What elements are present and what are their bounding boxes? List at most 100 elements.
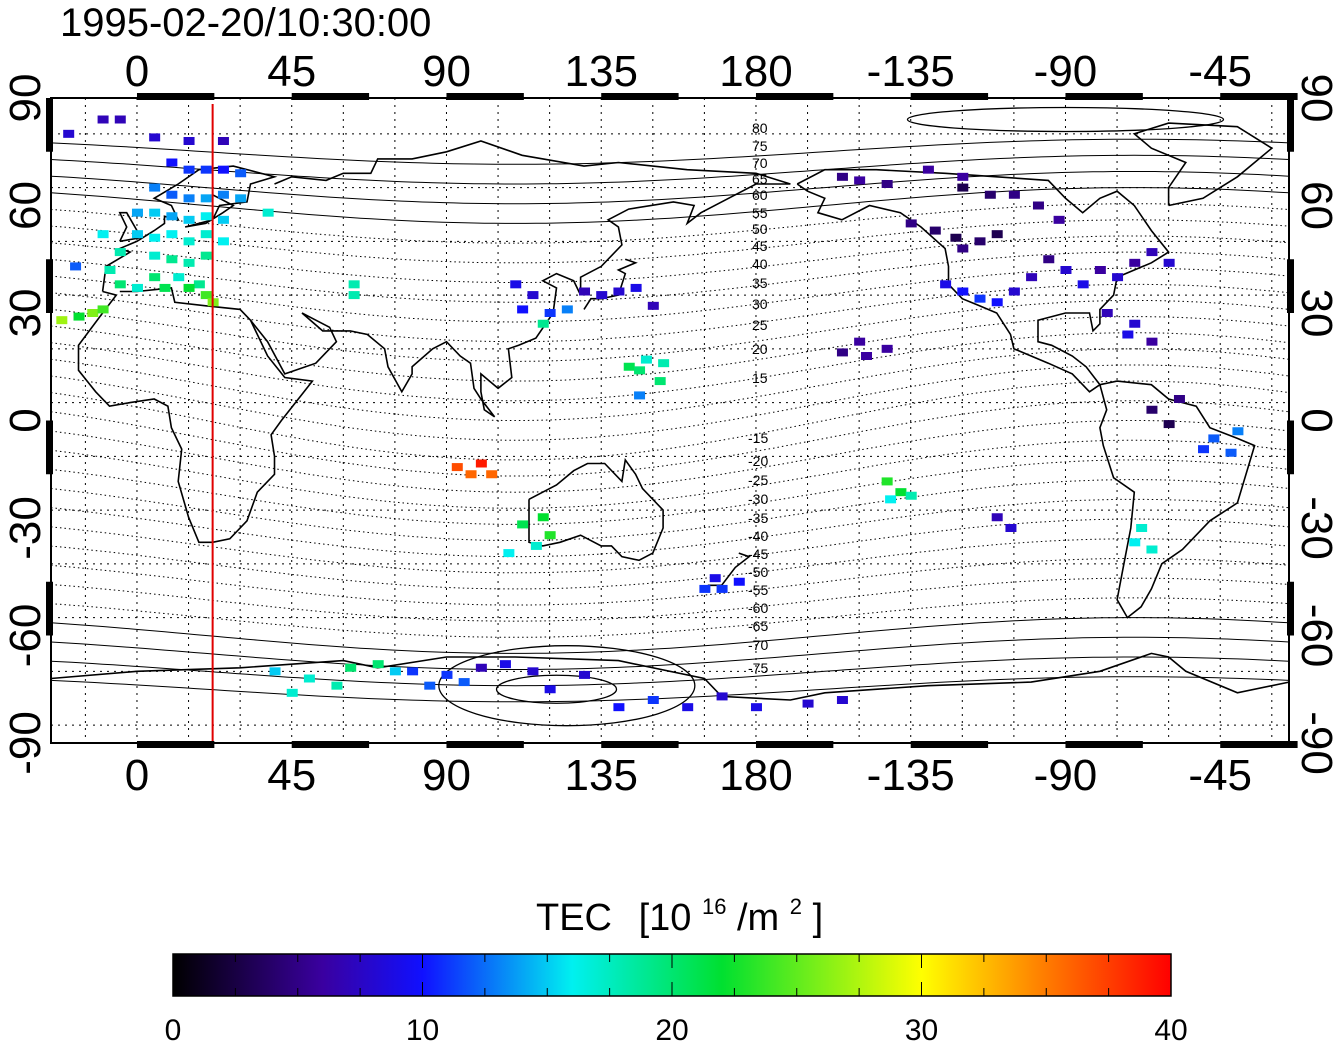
tec-point xyxy=(1163,420,1175,429)
top-tick-bar xyxy=(291,93,370,100)
tec-point xyxy=(303,674,315,683)
tec-point xyxy=(200,230,212,239)
colorbar-ticks: 0 10 20 30 40 xyxy=(165,954,1188,1047)
tec-point xyxy=(1008,287,1020,296)
tec-point xyxy=(1032,201,1044,210)
coastline xyxy=(528,457,664,562)
tec-point xyxy=(149,233,161,242)
tec-point xyxy=(596,291,608,300)
left-lat-tick-label: -30 xyxy=(1,496,50,560)
tec-point xyxy=(974,294,986,303)
tec-point xyxy=(957,287,969,296)
tec-point xyxy=(1225,448,1237,457)
tec-point xyxy=(217,137,229,145)
contour-label-south: -70 xyxy=(748,637,768,653)
south-pole-oval-outer xyxy=(438,645,696,727)
tec-point xyxy=(262,208,274,217)
contour-label-south: -35 xyxy=(748,510,768,526)
bottom-tick-bar xyxy=(755,741,834,748)
tec-point xyxy=(527,667,539,676)
contour-label-south: -40 xyxy=(748,528,768,544)
tec-point xyxy=(407,667,419,676)
tec-point xyxy=(475,459,487,468)
left-lat-tick-label: -60 xyxy=(1,604,50,668)
contour-label-north: 20 xyxy=(752,341,768,357)
tec-point xyxy=(131,208,143,217)
tec-point xyxy=(104,266,116,274)
tec-point xyxy=(217,237,229,246)
magnetic-contour-line xyxy=(50,187,1290,224)
tec-point xyxy=(716,692,728,701)
top-tick-bar xyxy=(755,93,834,100)
tec-point xyxy=(579,670,591,679)
tec-point xyxy=(802,699,814,708)
coastline xyxy=(77,287,314,544)
tec-point xyxy=(1122,330,1134,339)
bottom-tick-bar xyxy=(1065,741,1143,748)
tec-point xyxy=(861,352,873,360)
tec-point xyxy=(922,165,934,174)
tec-point xyxy=(183,215,195,224)
timestamp-title: 1995-02-20/10:30:00 xyxy=(60,1,431,45)
bottom-lon-tick-label: 180 xyxy=(719,751,792,800)
contour-label-south: -50 xyxy=(748,564,768,580)
tec-point xyxy=(940,280,952,289)
colorbar-title: TEC [10 16 /m 2 ] xyxy=(536,881,823,939)
tec-point xyxy=(517,520,529,529)
tec-point xyxy=(331,681,343,690)
tec-point xyxy=(73,312,85,321)
tec-point xyxy=(510,280,522,289)
tec-point xyxy=(200,194,212,203)
tec-point xyxy=(630,283,642,292)
magnetic-contour-line xyxy=(50,267,1290,323)
tec-point xyxy=(654,377,666,386)
left-tick-bar xyxy=(46,581,53,636)
right-tick-bar xyxy=(1287,581,1294,636)
tec-point xyxy=(1026,273,1038,282)
top-tick-bar xyxy=(1065,93,1143,100)
tec-point xyxy=(733,577,745,586)
magnetic-contour-line xyxy=(50,597,1290,638)
top-tick-bar xyxy=(601,93,679,100)
tec-point xyxy=(991,230,1003,239)
tec-point xyxy=(836,172,848,181)
tec-point xyxy=(269,667,281,676)
magnetic-contour-line xyxy=(50,558,1290,606)
contour-label-south: -45 xyxy=(748,546,768,562)
tec-point xyxy=(149,208,161,217)
tec-point xyxy=(1077,280,1089,289)
magnetic-contour-line xyxy=(50,656,1290,687)
colorbar-unit-suffix: ] xyxy=(813,897,824,939)
tec-point xyxy=(200,291,212,300)
tec-point xyxy=(131,230,143,239)
tec-point xyxy=(193,280,205,289)
magnetic-contour-line xyxy=(50,676,1290,703)
tec-point xyxy=(166,212,178,221)
magnetic-contour-line xyxy=(50,154,1290,185)
tec-point xyxy=(200,251,212,260)
top-tick-bar xyxy=(1220,93,1298,100)
contour-label-south: -15 xyxy=(748,430,768,446)
tec-point xyxy=(475,663,487,672)
tec-point xyxy=(200,212,212,221)
right-lat-tick-label: 0 xyxy=(1292,408,1341,432)
tec-point xyxy=(1094,266,1106,274)
colorbar-tick-label: 30 xyxy=(905,1014,938,1047)
coastline xyxy=(1132,122,1274,207)
top-lon-tick-label: 90 xyxy=(422,47,471,96)
left-tick-bar xyxy=(46,98,53,152)
coastline xyxy=(583,258,638,310)
tec-point xyxy=(1198,445,1210,454)
tec-point xyxy=(56,316,68,325)
bottom-lon-tick-label: 90 xyxy=(422,751,471,800)
tec-point xyxy=(950,233,962,242)
tec-point xyxy=(1101,309,1113,317)
tec-point xyxy=(348,291,360,300)
tec-point xyxy=(389,667,401,676)
tec-point xyxy=(1043,255,1055,264)
left-lat-tick-label: 30 xyxy=(1,289,50,338)
top-tick-bar xyxy=(446,93,524,100)
tec-point xyxy=(166,255,178,264)
tec-point xyxy=(647,696,659,704)
magnetic-contour-line xyxy=(50,636,1290,670)
